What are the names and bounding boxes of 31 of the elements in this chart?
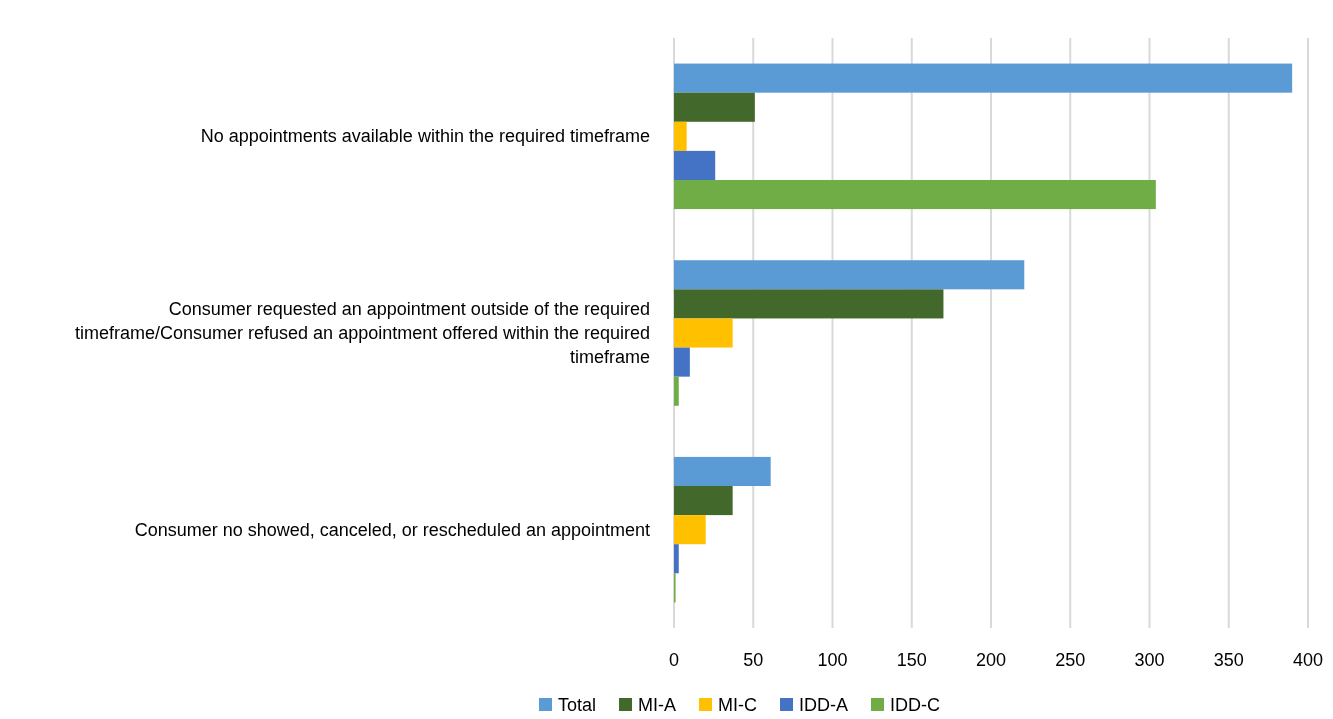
legend-label: MI-C [718, 695, 758, 715]
x-tick-label: 350 [1213, 650, 1244, 670]
bar [674, 347, 690, 377]
x-tick-label: 100 [817, 650, 848, 670]
bar [674, 121, 687, 151]
legend-label: MI-A [638, 695, 677, 715]
bar [674, 544, 679, 574]
x-tick-label: 300 [1134, 650, 1165, 670]
bar [674, 456, 771, 487]
y-tick-label: No appointments available within the required timeframe [200, 126, 650, 147]
bar [674, 150, 716, 180]
y-tick-label: Consumer requested an appointment outside of the required timeframe/Consumer refused an appointment offered within the required timeframe [75, 299, 650, 367]
bar [674, 486, 733, 516]
bar [674, 289, 944, 319]
bar [674, 179, 1156, 210]
bar [674, 318, 733, 348]
x-tick-label: 50 [743, 650, 764, 670]
bar [674, 63, 1293, 93]
x-tick-label: 150 [896, 650, 927, 670]
y-tick-label: Consumer no showed, canceled, or rescheduled an appointment [134, 519, 650, 540]
x-tick-label: 400 [1292, 650, 1324, 670]
x-tick-label: 0 [668, 650, 680, 670]
bar [674, 260, 1025, 290]
bar [674, 515, 706, 545]
legend-label: IDD-A [799, 695, 849, 715]
x-tick-label: 250 [1055, 650, 1086, 670]
bar [674, 376, 679, 406]
legend-label: Total [558, 695, 597, 715]
bar [674, 92, 755, 122]
x-tick-label: 200 [975, 650, 1007, 670]
legend-label: IDD-C [890, 695, 941, 715]
